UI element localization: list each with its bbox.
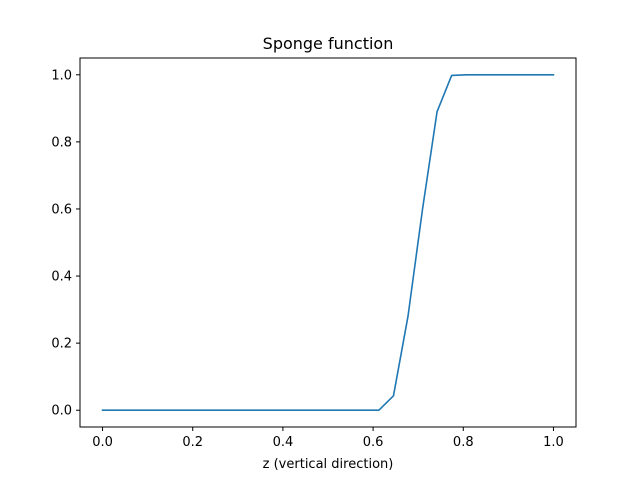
x-axis-ticks: 0.0 0.2 0.4 0.6 0.8 1.0 [92, 427, 564, 450]
y-tick-label: 1.0 [51, 68, 72, 83]
x-tick-label: 0.0 [92, 435, 113, 450]
x-tick-label: 0.4 [273, 435, 294, 450]
y-tick-label: 0.2 [51, 337, 72, 352]
series-line-0 [101, 73, 555, 412]
plot-area [101, 73, 555, 412]
x-tick-label: 0.8 [453, 435, 474, 450]
axes-frame [79, 57, 577, 428]
x-tick-label: 0.2 [182, 435, 203, 450]
x-axis-label: z (vertical direction) [263, 457, 394, 472]
chart-title: Sponge function [263, 34, 394, 53]
y-tick-label: 0.6 [51, 202, 72, 217]
y-tick-label: 0.0 [51, 404, 72, 419]
y-axis-ticks: 0.0 0.2 0.4 0.6 0.8 1.0 [51, 68, 80, 419]
y-tick-label: 0.8 [51, 135, 72, 150]
x-tick-label: 1.0 [543, 435, 564, 450]
y-tick-label: 0.4 [51, 270, 72, 285]
x-tick-label: 0.6 [363, 435, 384, 450]
